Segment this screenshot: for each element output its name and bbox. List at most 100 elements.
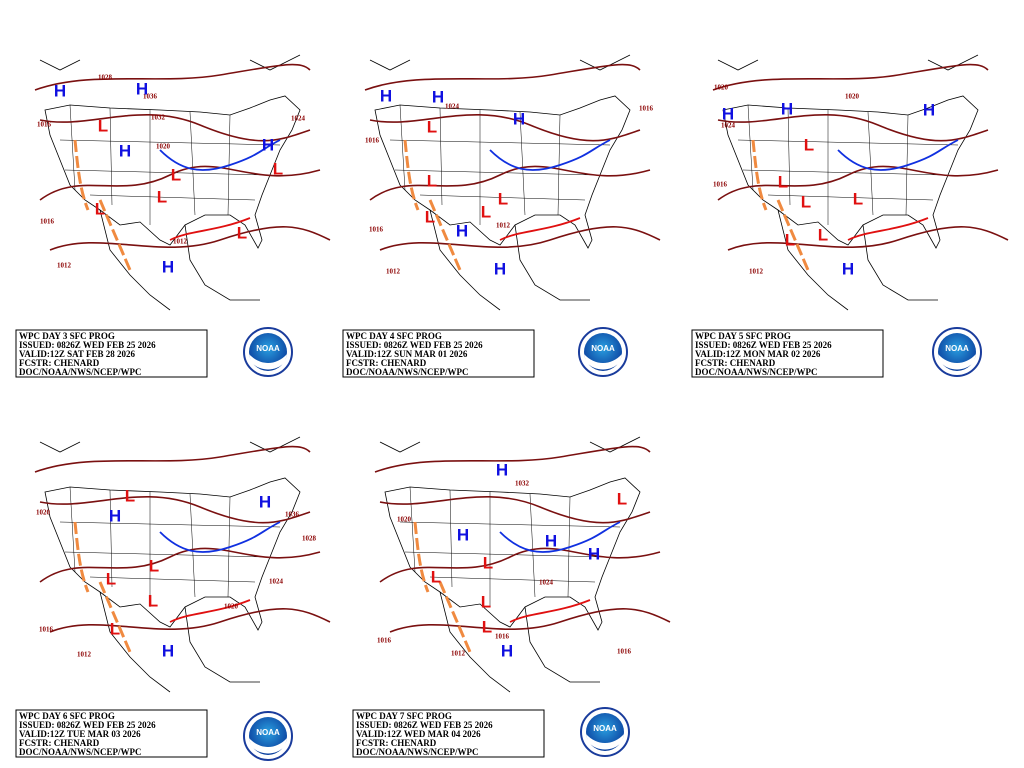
caption-line: VALID:12Z SUN MAR 01 2026: [346, 349, 468, 359]
isobar-label: 1032: [515, 480, 530, 488]
isobar-label: 1016: [377, 637, 392, 645]
pressure-center: H: [722, 104, 734, 123]
isobar: [49, 226, 331, 251]
isobar-label: 1012: [496, 222, 511, 230]
noaa-logo-gull: [938, 354, 976, 370]
pressure-center: L: [427, 171, 437, 190]
isobar-label: 1024: [539, 579, 554, 587]
isobar-label: 1024: [721, 122, 736, 130]
caption-line: ISSUED: 0826Z WED FEB 25 2026: [19, 720, 156, 730]
pressure-center: H: [545, 531, 557, 550]
isobar-label: 1024: [445, 103, 460, 111]
pressure-center: L: [853, 189, 863, 208]
isobar-label: 1020: [156, 143, 171, 151]
cold-front: [159, 521, 281, 553]
trough: [413, 521, 472, 653]
pressure-center: H: [923, 100, 935, 119]
isobar-label: 1012: [749, 268, 764, 276]
pressure-center: H: [496, 460, 508, 479]
isobar-label: 1020: [397, 516, 412, 524]
coastline: [369, 54, 631, 311]
cold-front: [499, 521, 621, 553]
noaa-logo-gull: [249, 354, 287, 370]
isobar-label: 1016: [713, 181, 728, 189]
isobar-label: 1032: [151, 114, 166, 122]
caption-box: [352, 709, 545, 758]
pressure-center: L: [98, 116, 108, 135]
trough: [403, 139, 462, 271]
isobar-label: 1012: [57, 262, 72, 270]
caption-line: FCSTR: CHENARD: [19, 358, 100, 368]
isobar: [49, 608, 331, 633]
pressure-center: H: [109, 506, 121, 525]
caption-line: FCSTR: CHENARD: [695, 358, 776, 368]
state-borders: [737, 104, 959, 225]
caption-line: DOC/NOAA/NWS/NCEP/WPC: [346, 367, 469, 377]
coastline: [717, 54, 979, 311]
noaa-logo-text: NOAA: [256, 728, 280, 737]
isobar-label: 1016: [369, 226, 384, 234]
isobar: [717, 114, 989, 142]
warm-front: [509, 599, 591, 623]
map-panel: [712, 54, 1009, 311]
isobar-label: 1020: [224, 603, 239, 611]
isobar: [712, 63, 989, 91]
isobar-label: 1012: [451, 650, 466, 658]
pressure-center: H: [781, 99, 793, 118]
isobar-label: 1016: [617, 648, 632, 656]
isobar: [39, 165, 321, 201]
isobar: [717, 165, 999, 201]
caption-line: VALID:12Z SAT FEB 28 2026: [19, 349, 136, 359]
caption-box: [691, 329, 884, 378]
trough: [751, 139, 810, 271]
noaa-logo-gull: [586, 734, 624, 750]
pressure-center: H: [588, 544, 600, 563]
pressure-center: L: [498, 189, 508, 208]
pressure-center: H: [494, 259, 506, 278]
isobar-label: 1036: [285, 511, 300, 519]
pressure-center: H: [54, 81, 66, 100]
pressure-center: H: [457, 525, 469, 544]
isobar-label: 1036: [143, 93, 158, 101]
isobar-label: 1016: [37, 121, 52, 129]
caption-line: ISSUED: 0826Z WED FEB 25 2026: [695, 340, 832, 350]
noaa-logo-text: NOAA: [593, 724, 617, 733]
pressure-center: L: [148, 591, 158, 610]
pressure-center: L: [110, 619, 120, 638]
caption-line: DOC/NOAA/NWS/NCEP/WPC: [19, 747, 142, 757]
caption-line: VALID:12Z TUE MAR 03 2026: [19, 729, 141, 739]
warm-front: [169, 599, 251, 623]
pressure-center: H: [456, 221, 468, 240]
noaa-logo-text: NOAA: [256, 344, 280, 353]
pressure-center: L: [425, 207, 435, 226]
caption-line: DOC/NOAA/NWS/NCEP/WPC: [356, 747, 479, 757]
caption-line: DOC/NOAA/NWS/NCEP/WPC: [695, 367, 818, 377]
caption-line: VALID:12Z MON MAR 02 2026: [695, 349, 821, 359]
isobar-label: 1020: [36, 509, 51, 517]
map-panel: [364, 54, 661, 311]
warm-front: [847, 217, 929, 241]
map-panel: [34, 436, 331, 693]
isobar-label: 1020: [714, 84, 729, 92]
pressure-center: L: [818, 225, 828, 244]
cold-front: [489, 139, 611, 171]
isobar: [379, 226, 661, 251]
pressure-center: L: [171, 165, 181, 184]
pressure-center: H: [432, 87, 444, 106]
pressure-center: L: [157, 187, 167, 206]
pressure-center: L: [149, 556, 159, 575]
pressure-center: L: [778, 172, 788, 191]
coastline: [379, 436, 641, 693]
pressure-center: H: [136, 79, 148, 98]
isobar-label: 1016: [495, 633, 510, 641]
coastline: [39, 436, 301, 693]
isobar: [39, 496, 311, 524]
pressure-center: H: [119, 141, 131, 160]
pressure-center: L: [125, 486, 135, 505]
cold-front: [159, 139, 281, 171]
isobar: [34, 445, 311, 473]
pressure-center: H: [259, 492, 271, 511]
caption-line: ISSUED: 0826Z WED FEB 25 2026: [346, 340, 483, 350]
isobar: [369, 114, 641, 142]
